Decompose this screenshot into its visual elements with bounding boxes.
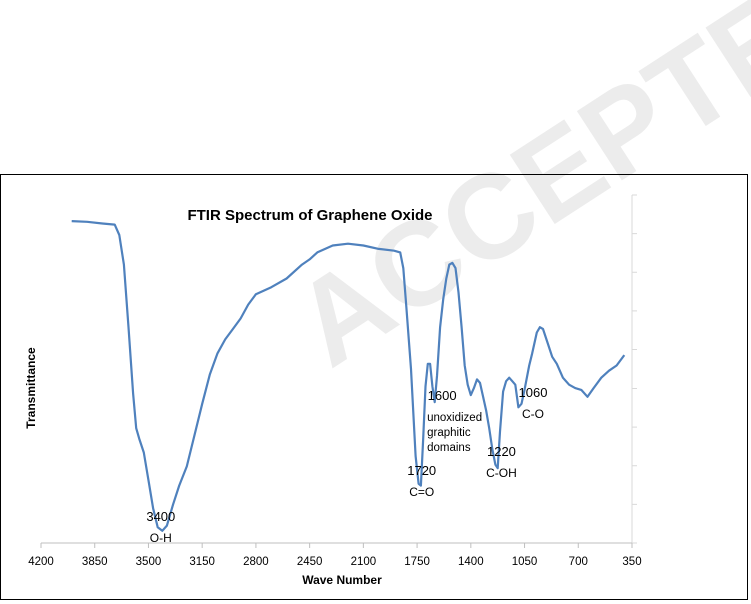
peak-annotation-line: 1220 [487, 444, 516, 459]
peak-annotation-line: 1720 [407, 463, 436, 478]
peak-annotation-line: graphitic [427, 427, 471, 439]
x-tick-label: 3850 [82, 556, 108, 568]
peak-annotation-1600: 1600 unoxidized graphitic domains [427, 388, 482, 454]
peak-annotation-line: domains [427, 442, 471, 454]
x-tick-label: 3500 [136, 556, 162, 568]
peak-annotation-line: 3400 [146, 509, 175, 524]
x-tick-label: 350 [622, 556, 641, 568]
x-tick-label: 3150 [189, 556, 215, 568]
x-tick-label: 1050 [512, 556, 538, 568]
peak-annotation-line: C-O [522, 407, 544, 421]
peak-annotation-line: 1060 [519, 385, 548, 400]
peak-annotation-line: unoxidized [427, 412, 482, 424]
spectrum-line [71, 220, 626, 532]
figure-frame: FTIR Spectrum of Graphene Oxide 4200 3850… [0, 174, 748, 600]
y-axis-label: Transmittance [24, 347, 38, 429]
peak-annotation-1220: 1220 C-OH [486, 444, 517, 480]
peak-annotation-1720: 1720 C=O [407, 463, 436, 499]
x-tick-label: 2100 [351, 556, 377, 568]
x-tick-label: 2800 [243, 556, 269, 568]
y-axis-ticks [631, 194, 637, 544]
ftir-chart: FTIR Spectrum of Graphene Oxide 4200 3850… [24, 194, 642, 587]
x-tick-label: 700 [569, 556, 588, 568]
chart-title: FTIR Spectrum of Graphene Oxide [187, 207, 432, 224]
x-axis: 4200 3850 3500 3150 2800 2450 2100 1750 1400 1050… [28, 542, 642, 568]
x-tick-label: 1400 [458, 556, 484, 568]
peak-annotation-line: C=O [409, 485, 434, 499]
peak-annotation-line: O-H [150, 531, 172, 545]
peak-annotation-3400: 3400 O-H [146, 509, 175, 545]
peak-annotation-1060: 1060 C-O [519, 385, 548, 421]
x-tick-label: 1750 [404, 556, 430, 568]
peak-annotation-line: 1600 [428, 388, 457, 403]
x-axis-label: Wave Number [302, 573, 382, 587]
x-tick-label: 4200 [28, 556, 54, 568]
peak-annotations: 3400 O-H 1720 C=O 1600 unoxidized graphitic dom… [146, 385, 547, 545]
peak-annotation-line: C-OH [486, 466, 517, 480]
x-tick-label: 2450 [297, 556, 323, 568]
